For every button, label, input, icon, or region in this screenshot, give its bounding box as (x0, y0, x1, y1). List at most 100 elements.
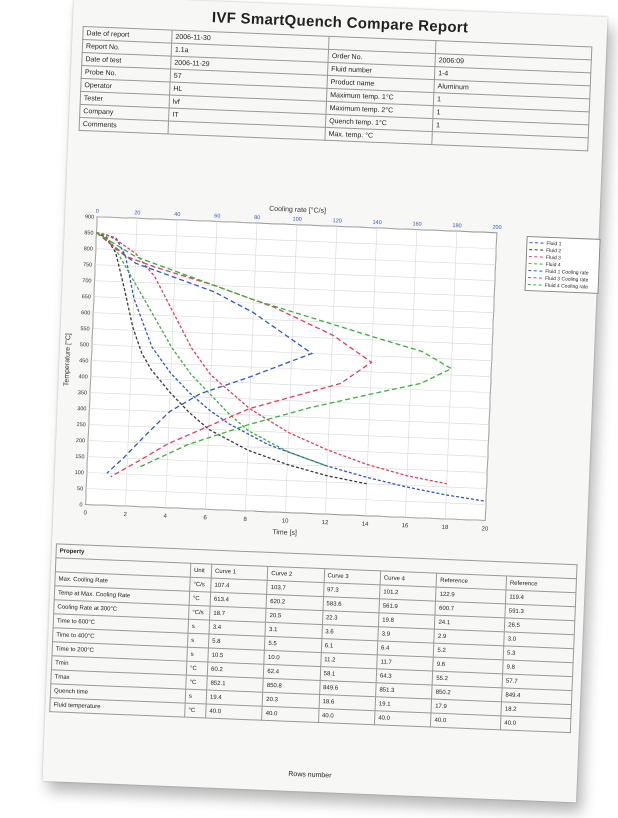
meta-label: Comments (79, 117, 169, 134)
x2-tick-label: 200 (492, 225, 501, 231)
legend-swatch (527, 284, 542, 286)
props-cell: 40.0 (500, 715, 571, 733)
x-tick-label: 10 (282, 518, 290, 524)
props-header-cell: Unit (190, 563, 212, 579)
x2-tick-label: 60 (214, 213, 220, 219)
grid-line-y (85, 504, 486, 521)
y-tick-label: 200 (76, 438, 85, 444)
y-tick-label: 150 (75, 454, 84, 460)
props-cell: °C (189, 591, 211, 607)
x-tick-label: 6 (203, 515, 207, 521)
grid-line-y (90, 376, 491, 393)
x2-tick-label: 100 (292, 217, 301, 223)
legend-swatch (529, 249, 544, 251)
x-tick-label: 8 (243, 517, 247, 523)
y-tick-label: 500 (80, 342, 89, 348)
grid-line-y (91, 344, 492, 361)
y-tick-label: 800 (84, 246, 93, 252)
legend-swatch (528, 256, 543, 258)
series-line (96, 232, 487, 502)
props-cell: 40.0 (374, 710, 432, 728)
y-tick-label: 600 (81, 310, 90, 316)
y-tick-label: 350 (78, 390, 87, 396)
y-tick-label: 900 (85, 214, 94, 220)
grid-line-y (93, 296, 494, 313)
legend-label: Fluid 4 Cooling rate (544, 282, 589, 290)
series-line (96, 232, 453, 469)
series-line (96, 232, 373, 478)
x-tick-label: 20 (481, 526, 489, 532)
x-axis-label: Time [s] (272, 529, 297, 537)
chart-legend: Fluid 1 Fluid 2 Fluid 3 Fluid 4 Fluid 1 Cool… (524, 235, 601, 294)
props-cell: °C (186, 661, 208, 676)
grid-line-y (89, 408, 490, 425)
x2-tick-label: 120 (332, 218, 341, 224)
grid-line-y (95, 264, 495, 282)
props-cell: °C (185, 675, 208, 690)
x2-tick-label: 20 (134, 210, 140, 216)
legend-swatch (529, 242, 544, 244)
x-tick-label: 18 (441, 525, 449, 531)
props-cell: s (186, 647, 209, 663)
grid-line-y (91, 360, 492, 377)
grid-line-y (90, 392, 490, 409)
y-tick-label: 850 (84, 230, 93, 236)
legend-label: Fluid 4 (545, 261, 561, 268)
x2-axis-label: Cooling rate [°C/s] (269, 205, 326, 215)
grid-line-y (88, 440, 488, 457)
report-page: IVF SmartQuench Compare Report Date of r… (42, 0, 608, 803)
series-line (96, 232, 447, 485)
y-tick-label: 100 (75, 470, 84, 476)
props-cell: °C/s (188, 605, 211, 621)
y-axis-label: Temperature [°C] (62, 333, 72, 386)
props-cell: °C/s (189, 577, 212, 593)
legend-swatch (528, 270, 543, 272)
y-tick-label: 700 (82, 278, 91, 284)
x2-tick-label: 40 (174, 212, 180, 218)
legend-swatch (528, 277, 543, 279)
x-tick-label: 2 (123, 512, 127, 518)
grid-line-y (96, 232, 497, 250)
x2-tick-label: 140 (372, 220, 381, 226)
report-metadata-table: Date of report 2006-11-30 Report No. 1.1a Or… (79, 26, 593, 151)
legend-label: Fluid 3 (545, 254, 561, 261)
y-tick-label: 750 (83, 262, 92, 268)
grid-line-y (86, 488, 486, 505)
grid-line-y (93, 312, 493, 329)
grid-line-y (95, 248, 496, 266)
x-tick-label: 4 (163, 514, 167, 520)
x2-tick-label: 0 (96, 209, 99, 215)
y-tick-label: 50 (77, 486, 83, 492)
quench-curve-chart: 0 2 4 6 8 10 12 14 16 18 2005010015020025030035040… (62, 205, 501, 537)
x-tick-label: 12 (322, 520, 330, 526)
props-cell: s (187, 633, 209, 649)
series-line (96, 232, 314, 474)
grid-line-y (97, 216, 497, 234)
legend-label: Fluid 1 (546, 240, 562, 247)
series-line (96, 232, 328, 467)
props-cell: 40.0 (430, 713, 502, 730)
props-cell: s (185, 689, 207, 704)
y-tick-label: 300 (77, 406, 86, 412)
grid-line-y (94, 280, 495, 298)
x-tick-label: 0 (83, 510, 87, 516)
x-tick-label: 14 (362, 522, 370, 528)
props-cell: 40.0 (318, 708, 376, 725)
x-tick-label: 16 (401, 523, 409, 529)
legend-swatch (528, 263, 543, 265)
x2-tick-label: 160 (412, 221, 421, 227)
props-cell: 40.0 (205, 703, 263, 721)
x2-tick-label: 80 (254, 215, 260, 221)
x2-tick-label: 180 (452, 223, 461, 229)
report-footer: Rows number (288, 770, 332, 780)
grid-line-y (92, 328, 493, 345)
series-line (96, 232, 367, 485)
y-tick-label: 650 (82, 294, 91, 300)
props-cell: 40.0 (261, 706, 319, 723)
properties-table: Property Unit Curve 1 Curve 2 Curve 3 Curve 4… (49, 543, 578, 733)
props-cell: °C (184, 703, 207, 718)
y-tick-label: 0 (79, 502, 82, 508)
y-tick-label: 550 (80, 326, 89, 332)
legend-label: Fluid 2 (546, 247, 562, 254)
y-tick-label: 450 (79, 358, 88, 364)
